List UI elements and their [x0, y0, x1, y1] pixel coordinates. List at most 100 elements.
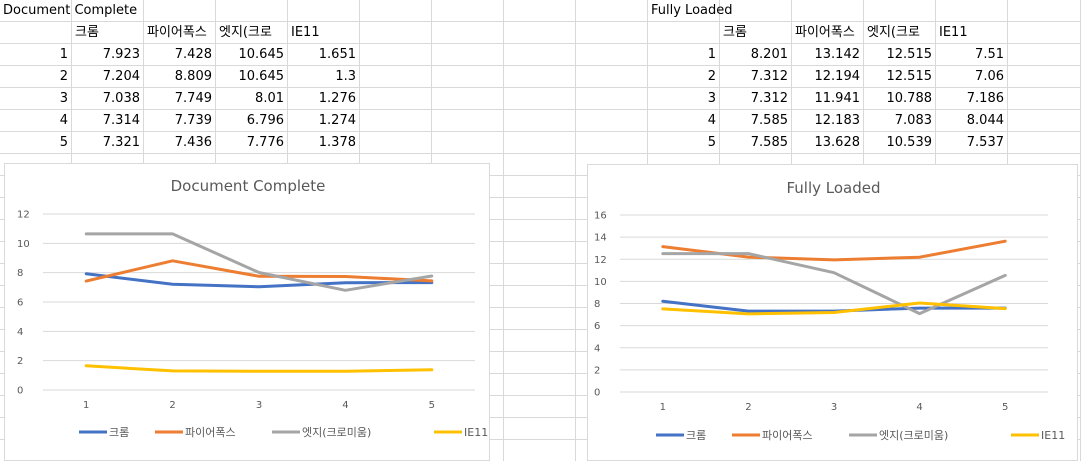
x-tick-label: 3	[256, 400, 262, 411]
y-tick-label: 6	[17, 298, 23, 309]
data-cell[interactable]: 10.645	[216, 66, 288, 88]
row-label[interactable]: 2	[648, 66, 720, 88]
row-label[interactable]: 2	[0, 66, 72, 88]
x-tick-label: 5	[429, 400, 435, 411]
data-cell[interactable]: 12.515	[864, 44, 936, 66]
series-line	[84, 232, 434, 292]
data-cell[interactable]: 7.083	[864, 110, 936, 132]
column-header[interactable]: 크롬	[72, 22, 144, 44]
data-cell[interactable]: 7.186	[936, 88, 1008, 110]
chart-title: Document Complete	[171, 177, 326, 195]
column-header[interactable]: 파이어폭스	[144, 22, 216, 44]
data-cell[interactable]: 7.749	[144, 88, 216, 110]
y-tick-label: 4	[594, 343, 600, 354]
data-cell[interactable]: 8.044	[936, 110, 1008, 132]
data-cell[interactable]: 7.51	[936, 44, 1008, 66]
y-tick-label: 8	[17, 268, 23, 279]
data-cell[interactable]: 1.651	[288, 44, 360, 66]
row-label[interactable]: 3	[648, 88, 720, 110]
y-tick-label: 12	[594, 255, 607, 266]
y-tick-label: 10	[17, 239, 30, 250]
table-title[interactable]: Document Complete	[0, 0, 160, 22]
data-cell[interactable]: 7.204	[72, 66, 144, 88]
table-title[interactable]: Fully Loaded	[648, 0, 808, 22]
legend-entry: IE11	[1041, 429, 1065, 442]
data-cell[interactable]: 1.378	[288, 132, 360, 154]
data-cell[interactable]: 7.312	[720, 66, 792, 88]
series-line	[661, 301, 1007, 316]
data-cell[interactable]: 7.06	[936, 66, 1008, 88]
legend-entry: 파이어폭스	[762, 429, 813, 442]
y-tick-label: 2	[17, 356, 23, 367]
x-tick-label: 1	[660, 402, 666, 413]
x-tick-label: 4	[342, 400, 348, 411]
row-label[interactable]: 5	[648, 132, 720, 154]
legend-entry: 파이어폭스	[185, 426, 236, 439]
y-tick-label: 4	[17, 327, 23, 338]
chart-document-complete[interactable]: Document Complete 0 2 4 6 8 10 12 1 2 3 4 5 크롬 파이어폭스 엣지…	[4, 163, 490, 461]
data-cell[interactable]: 7.428	[144, 44, 216, 66]
x-tick-label: 2	[169, 400, 175, 411]
data-cell[interactable]: 1.276	[288, 88, 360, 110]
chart-title: Fully Loaded	[786, 179, 880, 197]
chart-fully-loaded[interactable]: Fully Loaded 0 2 4 6 8 10 12 14 16 1 2 3 4 5 크롬 파이어폭스 엣지(…	[587, 164, 1078, 461]
column-header[interactable]: 엣지(크로	[864, 22, 936, 44]
data-cell[interactable]: 7.038	[72, 88, 144, 110]
y-tick-label: 6	[594, 321, 600, 332]
row-label[interactable]: 1	[0, 44, 72, 66]
row-label[interactable]: 1	[648, 44, 720, 66]
data-cell[interactable]: 8.201	[720, 44, 792, 66]
x-tick-label: 1	[83, 400, 89, 411]
x-tick-label: 4	[916, 402, 922, 413]
data-cell[interactable]: 13.628	[792, 132, 864, 154]
row-label[interactable]: 5	[0, 132, 72, 154]
data-cell[interactable]: 8.809	[144, 66, 216, 88]
data-cell[interactable]: 7.436	[144, 132, 216, 154]
data-cell[interactable]: 10.788	[864, 88, 936, 110]
data-cell[interactable]: 8.01	[216, 88, 288, 110]
x-tick-label: 5	[1002, 402, 1008, 413]
series-line	[84, 272, 434, 289]
data-cell[interactable]: 10.539	[864, 132, 936, 154]
data-cell[interactable]: 12.515	[864, 66, 936, 88]
data-cell[interactable]: 7.314	[72, 110, 144, 132]
data-cell[interactable]: 7.537	[936, 132, 1008, 154]
column-header[interactable]: IE11	[288, 22, 360, 44]
y-tick-label: 12	[17, 210, 30, 221]
x-tick-label: 3	[831, 402, 837, 413]
y-tick-label: 8	[594, 299, 600, 310]
legend-entry: IE11	[464, 426, 488, 439]
data-cell[interactable]: 7.585	[720, 110, 792, 132]
data-cell[interactable]: 13.142	[792, 44, 864, 66]
data-cell[interactable]: 7.923	[72, 44, 144, 66]
legend-entry: 크롬	[686, 429, 706, 442]
data-cell[interactable]: 7.585	[720, 132, 792, 154]
row-label[interactable]: 4	[0, 110, 72, 132]
legend-entry: 엣지(크로미움)	[302, 426, 371, 439]
data-cell[interactable]: 11.941	[792, 88, 864, 110]
row-label[interactable]: 3	[0, 88, 72, 110]
y-tick-label: 16	[594, 211, 607, 222]
series-line	[661, 239, 1007, 262]
data-cell[interactable]: 1.3	[288, 66, 360, 88]
y-tick-label: 10	[594, 277, 607, 288]
row-label[interactable]: 4	[648, 110, 720, 132]
data-cell[interactable]: 7.312	[720, 88, 792, 110]
column-header[interactable]: IE11	[936, 22, 1008, 44]
column-header[interactable]: 파이어폭스	[792, 22, 864, 44]
data-cell[interactable]: 7.321	[72, 132, 144, 154]
data-cell[interactable]: 7.739	[144, 110, 216, 132]
data-cell[interactable]: 1.274	[288, 110, 360, 132]
column-header[interactable]: 크롬	[720, 22, 792, 44]
data-cell[interactable]: 7.776	[216, 132, 288, 154]
series-line	[84, 364, 434, 373]
data-cell[interactable]: 10.645	[216, 44, 288, 66]
data-cell[interactable]: 12.183	[792, 110, 864, 132]
column-header[interactable]: 엣지(크로	[216, 22, 288, 44]
data-cell[interactable]: 6.796	[216, 110, 288, 132]
series-line	[661, 252, 1007, 316]
y-tick-label: 14	[594, 233, 607, 244]
data-cell[interactable]: 12.194	[792, 66, 864, 88]
